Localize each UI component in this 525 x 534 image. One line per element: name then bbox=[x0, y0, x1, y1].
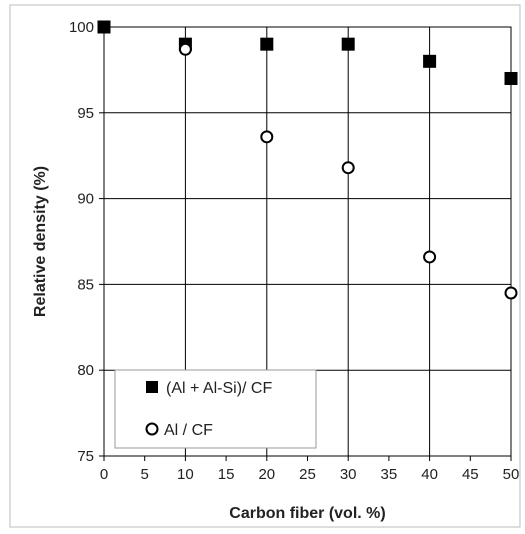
data-point-circle bbox=[260, 130, 274, 144]
x-tick-label: 25 bbox=[299, 466, 316, 483]
data-point-square bbox=[423, 54, 437, 68]
x-tick-label: 20 bbox=[258, 466, 275, 483]
x-tick-label: 15 bbox=[218, 466, 235, 483]
x-tick-label: 0 bbox=[100, 466, 108, 483]
data-point-circle bbox=[341, 161, 355, 175]
data-point-circle bbox=[178, 42, 192, 56]
x-tick-label: 30 bbox=[340, 466, 357, 483]
x-tick-label: 45 bbox=[462, 466, 479, 483]
y-tick-label: 100 bbox=[69, 19, 94, 36]
data-point-square bbox=[504, 71, 518, 85]
x-axis-title: Carbon fiber (vol. %) bbox=[229, 505, 385, 522]
y-tick-label: 95 bbox=[77, 105, 94, 122]
legend-item-square: (Al + Al-Si)/ CF bbox=[146, 380, 272, 397]
x-tick-label: 35 bbox=[381, 466, 398, 483]
data-point-circle bbox=[504, 286, 518, 300]
legend: (Al + Al-Si)/ CF Al / CF bbox=[114, 369, 317, 449]
legend-label-circle-series: Al / CF bbox=[164, 422, 213, 439]
y-tick-labels: 75 80 85 90 95 100 bbox=[69, 19, 104, 465]
y-tick-label: 75 bbox=[77, 448, 94, 465]
y-tick-label: 80 bbox=[77, 362, 94, 379]
data-point-square bbox=[97, 20, 111, 34]
x-tick-label: 50 bbox=[503, 466, 520, 483]
data-point-square bbox=[341, 37, 355, 51]
x-tick-label: 40 bbox=[421, 466, 438, 483]
y-tick-label: 90 bbox=[77, 191, 94, 208]
x-tick-label: 10 bbox=[177, 466, 194, 483]
x-tick-label: 5 bbox=[141, 466, 149, 483]
legend-label-square-series: (Al + Al-Si)/ CF bbox=[166, 380, 272, 397]
data-point-square bbox=[260, 37, 274, 51]
y-axis-title: Relative density (%) bbox=[32, 166, 49, 317]
legend-square-marker bbox=[146, 381, 158, 393]
legend-circle-marker bbox=[145, 422, 159, 436]
data-marks bbox=[97, 20, 518, 300]
legend-item-circle: Al / CF bbox=[145, 422, 213, 439]
data-point-circle bbox=[423, 250, 437, 264]
y-tick-label: 85 bbox=[77, 276, 94, 293]
x-tick-labels: 0 5 10 15 20 25 30 35 40 45 50 bbox=[100, 456, 520, 483]
